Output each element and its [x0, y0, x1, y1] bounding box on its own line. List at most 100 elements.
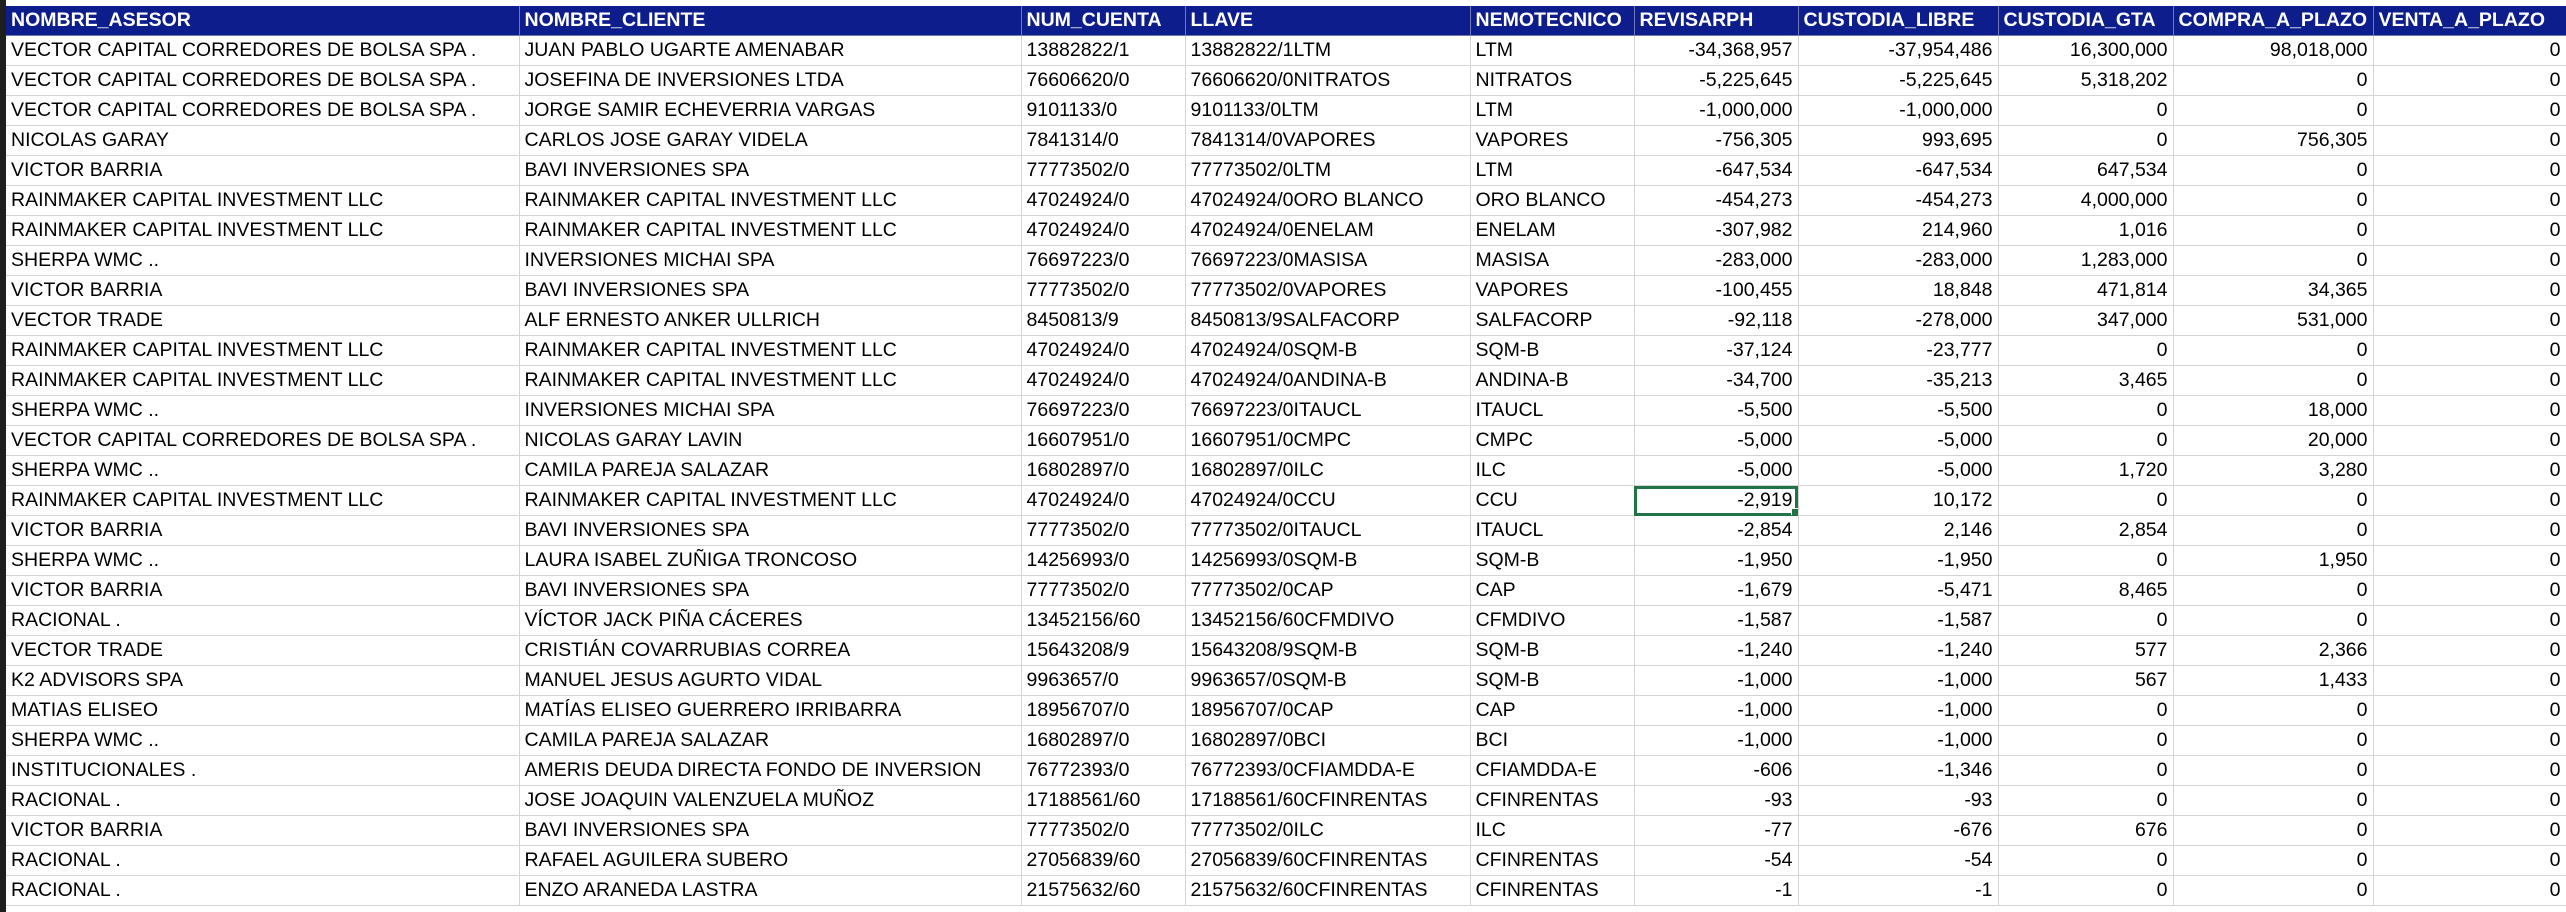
- cell-cliente[interactable]: INVERSIONES MICHAI SPA: [519, 395, 1022, 427]
- cell-nemo[interactable]: ORO BLANCO: [1470, 185, 1635, 217]
- cell-venta-a-plazo[interactable]: 0: [2373, 305, 2566, 337]
- cell-nemo[interactable]: CFIAMDDA-E: [1470, 755, 1635, 787]
- cell-revisarph[interactable]: -5,225,645: [1634, 65, 1799, 97]
- cell-custodia-libre[interactable]: -5,471: [1798, 575, 1999, 607]
- cell-cuenta[interactable]: 21575632/60: [1021, 875, 1186, 907]
- cell-llave[interactable]: 16802897/0BCI: [1185, 725, 1471, 757]
- cell-compra-a-plazo[interactable]: 0: [2173, 365, 2374, 397]
- cell-cliente[interactable]: BAVI INVERSIONES SPA: [519, 575, 1022, 607]
- cell-venta-a-plazo[interactable]: 0: [2373, 575, 2566, 607]
- cell-venta-a-plazo[interactable]: 0: [2373, 335, 2566, 367]
- cell-cliente[interactable]: BAVI INVERSIONES SPA: [519, 155, 1022, 187]
- cell-cliente[interactable]: INVERSIONES MICHAI SPA: [519, 245, 1022, 277]
- cell-custodia-libre[interactable]: -1,000: [1798, 665, 1999, 697]
- cell-revisarph[interactable]: -307,982: [1634, 215, 1799, 247]
- cell-llave[interactable]: 76606620/0NITRATOS: [1185, 65, 1471, 97]
- cell-cuenta[interactable]: 76697223/0: [1021, 245, 1186, 277]
- cell-cuenta[interactable]: 77773502/0: [1021, 275, 1186, 307]
- cell-venta-a-plazo[interactable]: 0: [2373, 185, 2566, 217]
- cell-venta-a-plazo[interactable]: 0: [2373, 725, 2566, 757]
- cell-compra-a-plazo[interactable]: 0: [2173, 605, 2374, 637]
- cell-asesor[interactable]: RAINMAKER CAPITAL INVESTMENT LLC: [6, 335, 520, 367]
- cell-llave[interactable]: 13452156/60CFMDIVO: [1185, 605, 1471, 637]
- cell-custodia-gta[interactable]: 676: [1998, 815, 2174, 847]
- cell-compra-a-plazo[interactable]: 0: [2173, 335, 2374, 367]
- cell-asesor[interactable]: RAINMAKER CAPITAL INVESTMENT LLC: [6, 185, 520, 217]
- cell-revisarph[interactable]: -5,000: [1634, 455, 1799, 487]
- cell-revisarph[interactable]: -54: [1634, 845, 1799, 877]
- cell-compra-a-plazo[interactable]: 0: [2173, 725, 2374, 757]
- cell-custodia-libre[interactable]: -1,346: [1798, 755, 1999, 787]
- cell-llave[interactable]: 77773502/0CAP: [1185, 575, 1471, 607]
- cell-custodia-gta[interactable]: 0: [1998, 545, 2174, 577]
- cell-compra-a-plazo[interactable]: 0: [2173, 65, 2374, 97]
- cell-compra-a-plazo[interactable]: 756,305: [2173, 125, 2374, 157]
- cell-nemo[interactable]: SQM-B: [1470, 635, 1635, 667]
- cell-venta-a-plazo[interactable]: 0: [2373, 545, 2566, 577]
- cell-compra-a-plazo[interactable]: 0: [2173, 185, 2374, 217]
- cell-cliente[interactable]: MATÍAS ELISEO GUERRERO IRRIBARRA: [519, 695, 1022, 727]
- cell-cliente[interactable]: RAINMAKER CAPITAL INVESTMENT LLC: [519, 185, 1022, 217]
- cell-llave[interactable]: 47024924/0ORO BLANCO: [1185, 185, 1471, 217]
- cell-cuenta[interactable]: 47024924/0: [1021, 335, 1186, 367]
- cell-nemo[interactable]: SQM-B: [1470, 335, 1635, 367]
- cell-compra-a-plazo[interactable]: 0: [2173, 815, 2374, 847]
- cell-revisarph[interactable]: -606: [1634, 755, 1799, 787]
- cell-nemo[interactable]: CAP: [1470, 695, 1635, 727]
- cell-venta-a-plazo[interactable]: 0: [2373, 845, 2566, 877]
- cell-revisarph[interactable]: -1,000: [1634, 665, 1799, 697]
- cell-cliente[interactable]: BAVI INVERSIONES SPA: [519, 275, 1022, 307]
- cell-cliente[interactable]: CAMILA PAREJA SALAZAR: [519, 725, 1022, 757]
- cell-asesor[interactable]: VECTOR CAPITAL CORREDORES DE BOLSA SPA .: [6, 65, 520, 97]
- cell-custodia-gta[interactable]: 0: [1998, 845, 2174, 877]
- cell-nemo[interactable]: LTM: [1470, 35, 1635, 67]
- column-header-custodia-gta[interactable]: CUSTODIA_GTA: [1998, 6, 2174, 37]
- cell-cuenta[interactable]: 16802897/0: [1021, 725, 1186, 757]
- cell-cuenta[interactable]: 27056839/60: [1021, 845, 1186, 877]
- cell-revisarph[interactable]: -283,000: [1634, 245, 1799, 277]
- cell-compra-a-plazo[interactable]: 0: [2173, 245, 2374, 277]
- cell-custodia-gta[interactable]: 0: [1998, 395, 2174, 427]
- column-header-nemo[interactable]: NEMOTECNICO: [1470, 6, 1635, 37]
- cell-cliente[interactable]: RAINMAKER CAPITAL INVESTMENT LLC: [519, 485, 1022, 517]
- cell-nemo[interactable]: VAPORES: [1470, 275, 1635, 307]
- column-header-venta-a-plazo[interactable]: VENTA_A_PLAZO: [2373, 6, 2566, 37]
- cell-asesor[interactable]: INSTITUCIONALES .: [6, 755, 520, 787]
- cell-asesor[interactable]: RACIONAL .: [6, 845, 520, 877]
- cell-cuenta[interactable]: 15643208/9: [1021, 635, 1186, 667]
- cell-custodia-gta[interactable]: 0: [1998, 425, 2174, 457]
- cell-asesor[interactable]: VICTOR BARRIA: [6, 275, 520, 307]
- cell-llave[interactable]: 16802897/0ILC: [1185, 455, 1471, 487]
- cell-custodia-gta[interactable]: 471,814: [1998, 275, 2174, 307]
- cell-cuenta[interactable]: 9101133/0: [1021, 95, 1186, 127]
- cell-custodia-gta[interactable]: 5,318,202: [1998, 65, 2174, 97]
- cell-nemo[interactable]: SQM-B: [1470, 665, 1635, 697]
- cell-venta-a-plazo[interactable]: 0: [2373, 35, 2566, 67]
- cell-cuenta[interactable]: 9963657/0: [1021, 665, 1186, 697]
- cell-cuenta[interactable]: 16802897/0: [1021, 455, 1186, 487]
- cell-llave[interactable]: 9101133/0LTM: [1185, 95, 1471, 127]
- cell-cuenta[interactable]: 76772393/0: [1021, 755, 1186, 787]
- cell-cliente[interactable]: JOSE JOAQUIN VALENZUELA MUÑOZ: [519, 785, 1022, 817]
- cell-custodia-gta[interactable]: 0: [1998, 605, 2174, 637]
- cell-custodia-libre[interactable]: -1,240: [1798, 635, 1999, 667]
- cell-asesor[interactable]: MATIAS ELISEO: [6, 695, 520, 727]
- cell-llave[interactable]: 9963657/0SQM-B: [1185, 665, 1471, 697]
- cell-custodia-gta[interactable]: 2,854: [1998, 515, 2174, 547]
- cell-custodia-libre[interactable]: -1: [1798, 875, 1999, 907]
- cell-llave[interactable]: 77773502/0ITAUCL: [1185, 515, 1471, 547]
- cell-compra-a-plazo[interactable]: 3,280: [2173, 455, 2374, 487]
- cell-revisarph[interactable]: -77: [1634, 815, 1799, 847]
- cell-asesor[interactable]: VICTOR BARRIA: [6, 515, 520, 547]
- cell-asesor[interactable]: VICTOR BARRIA: [6, 815, 520, 847]
- cell-revisarph[interactable]: -34,700: [1634, 365, 1799, 397]
- cell-cuenta[interactable]: 18956707/0: [1021, 695, 1186, 727]
- cell-cliente[interactable]: CARLOS JOSE GARAY VIDELA: [519, 125, 1022, 157]
- cell-asesor[interactable]: VICTOR BARRIA: [6, 155, 520, 187]
- cell-cuenta[interactable]: 47024924/0: [1021, 485, 1186, 517]
- cell-nemo[interactable]: LTM: [1470, 155, 1635, 187]
- cell-nemo[interactable]: SALFACORP: [1470, 305, 1635, 337]
- cell-revisarph[interactable]: -1,240: [1634, 635, 1799, 667]
- cell-nemo[interactable]: CAP: [1470, 575, 1635, 607]
- cell-venta-a-plazo[interactable]: 0: [2373, 605, 2566, 637]
